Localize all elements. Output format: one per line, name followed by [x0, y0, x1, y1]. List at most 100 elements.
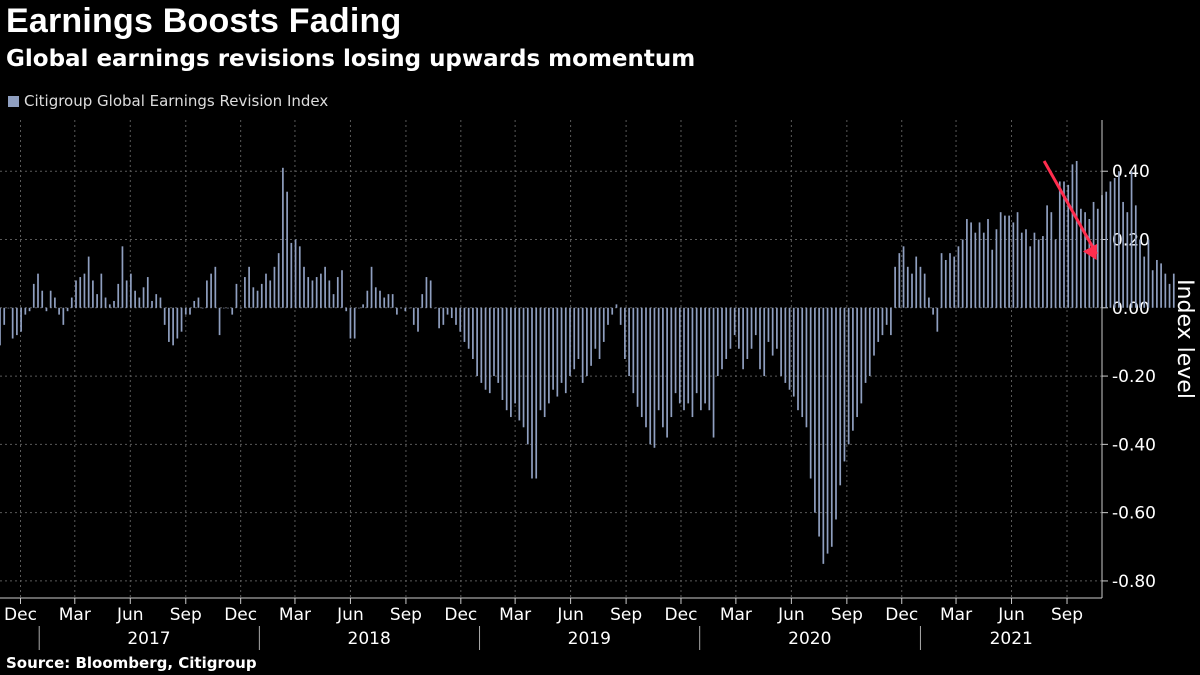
- bar: [434, 307, 436, 309]
- bar: [1054, 239, 1057, 308]
- bar: [911, 273, 913, 308]
- annotation-arrow: [1042, 160, 1098, 255]
- bar: [455, 307, 457, 325]
- bar: [87, 256, 90, 308]
- bar: [645, 307, 647, 428]
- x-tick-label: Dec: [224, 605, 257, 625]
- year-label: 2021: [990, 629, 1033, 649]
- bar: [201, 307, 204, 309]
- bar: [1063, 181, 1065, 308]
- bar: [944, 259, 947, 308]
- bar: [324, 266, 326, 308]
- y-tick-label: -0.80: [1112, 572, 1156, 592]
- bar: [953, 256, 956, 308]
- x-tick-label: Sep: [831, 605, 863, 625]
- bar: [1147, 239, 1150, 308]
- bar: [49, 290, 52, 308]
- bar: [898, 253, 901, 308]
- bar: [873, 307, 875, 356]
- bar: [729, 307, 732, 349]
- bar: [970, 222, 972, 308]
- bar: [1139, 239, 1141, 308]
- bar: [1126, 212, 1129, 308]
- bar: [750, 307, 753, 349]
- year-label: 2020: [788, 629, 831, 649]
- bar: [467, 307, 470, 349]
- bar: [776, 307, 778, 349]
- bar: [843, 307, 846, 462]
- bar: [472, 307, 474, 359]
- bar: [1168, 283, 1171, 308]
- bar: [822, 307, 825, 564]
- source-note: Source: Bloomberg, Citigroup: [6, 654, 257, 672]
- bar: [75, 280, 77, 308]
- x-tick-label: Mar: [940, 605, 972, 625]
- bar: [691, 307, 694, 418]
- bar: [548, 307, 550, 404]
- bar: [814, 307, 816, 513]
- legend-label: Citigroup Global Earnings Revision Index: [24, 92, 329, 110]
- bar: [835, 307, 837, 520]
- bar: [890, 307, 892, 336]
- bar: [151, 300, 153, 308]
- bar: [531, 307, 533, 479]
- bar: [919, 266, 922, 308]
- bar: [96, 294, 98, 308]
- bar: [611, 307, 614, 315]
- bar: [480, 307, 483, 383]
- bar: [307, 277, 310, 308]
- bar: [290, 242, 293, 308]
- bar: [607, 307, 609, 325]
- bar: [1008, 215, 1010, 308]
- bar: [957, 246, 960, 308]
- bar: [374, 287, 377, 308]
- bar: [172, 307, 174, 346]
- bar: [738, 307, 740, 349]
- bar: [28, 307, 31, 312]
- legend-swatch: [8, 95, 19, 107]
- bar: [303, 266, 305, 308]
- bar: [58, 307, 60, 315]
- bar: [936, 307, 939, 332]
- bar: [788, 307, 791, 390]
- bar: [282, 167, 284, 308]
- bar: [674, 307, 677, 394]
- bar: [197, 297, 200, 308]
- bar: [450, 307, 453, 319]
- bar: [218, 307, 221, 336]
- bar: [1156, 259, 1158, 308]
- annotation-arrowhead: [1082, 243, 1098, 260]
- bar: [759, 307, 761, 370]
- bar: [0, 307, 1, 346]
- bar: [265, 273, 267, 308]
- bar: [906, 266, 909, 308]
- bar: [1020, 232, 1023, 308]
- bar: [505, 307, 508, 411]
- bar: [624, 307, 626, 359]
- bar: [362, 304, 364, 308]
- bar: [163, 307, 166, 325]
- bar: [510, 307, 512, 418]
- legend: Citigroup Global Earnings Revision Index: [8, 92, 328, 110]
- bar: [396, 307, 398, 315]
- bar: [493, 307, 495, 377]
- bar: [1105, 191, 1108, 308]
- bar: [1109, 181, 1112, 308]
- bar: [222, 307, 225, 309]
- bar: [1042, 236, 1044, 308]
- bar: [100, 273, 103, 308]
- bar: [189, 307, 191, 315]
- bar: [70, 297, 73, 308]
- bar: [628, 307, 630, 377]
- bar: [1033, 232, 1036, 308]
- bar: [1025, 229, 1027, 308]
- bar: [923, 273, 926, 308]
- bar: [864, 307, 867, 383]
- bar: [180, 307, 183, 332]
- bar: [856, 307, 858, 418]
- bar: [700, 307, 702, 411]
- bar: [214, 266, 217, 308]
- bar: [193, 300, 196, 308]
- bar: [678, 307, 681, 404]
- x-tick-label: Dec: [444, 605, 477, 625]
